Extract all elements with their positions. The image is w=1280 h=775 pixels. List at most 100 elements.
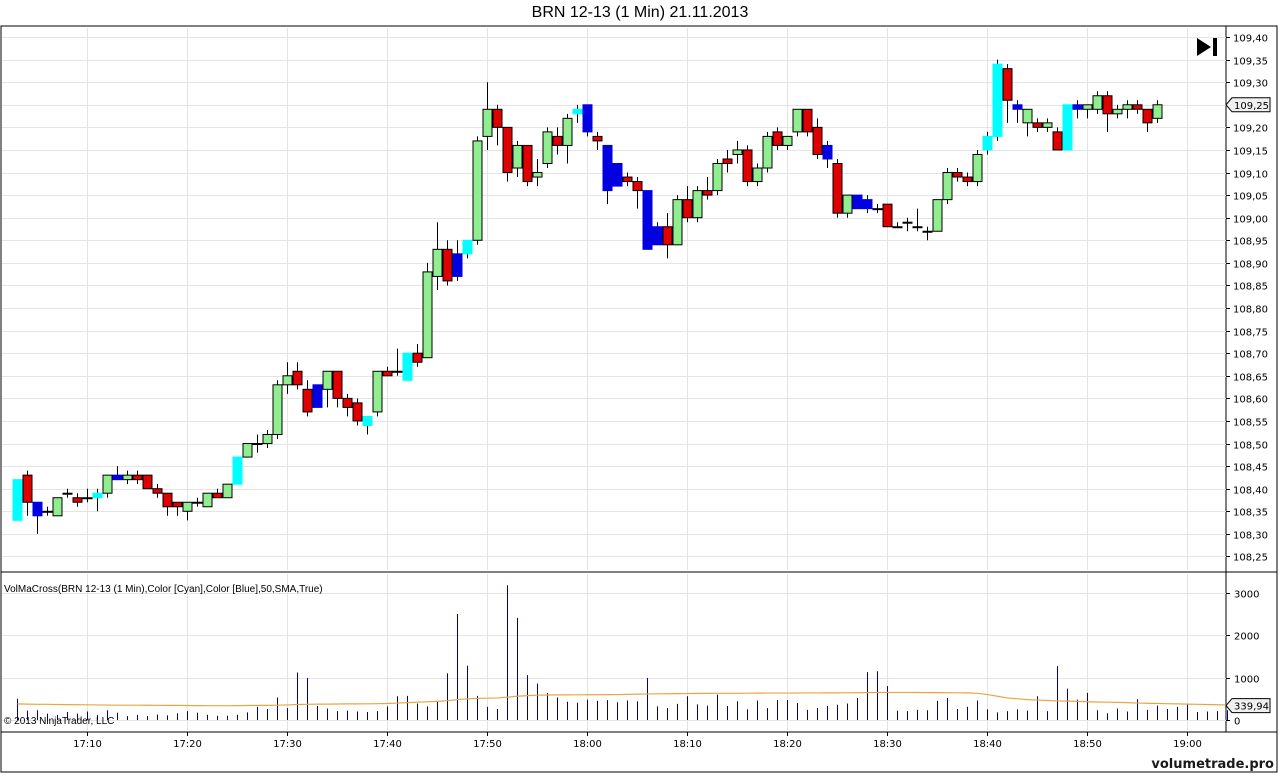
candle — [22, 470, 33, 516]
candle-body — [682, 199, 693, 219]
candle-body — [812, 126, 823, 155]
candle-body — [902, 221, 913, 224]
price-tick-label: 108,75 — [1233, 328, 1268, 339]
candle-body — [612, 163, 623, 187]
candle-body — [752, 167, 763, 183]
candle — [152, 484, 163, 498]
price-tick-label: 109,15 — [1233, 147, 1268, 158]
candle — [482, 82, 493, 150]
candle — [192, 497, 203, 507]
candle-body — [732, 149, 743, 155]
price-tick-label: 108,95 — [1233, 237, 1268, 248]
candle — [752, 163, 763, 187]
price-panel[interactable] — [12, 59, 1163, 534]
candle — [1032, 118, 1043, 132]
candle-body — [632, 181, 643, 192]
candle — [1002, 64, 1013, 123]
candle — [1062, 104, 1073, 151]
skip-to-end-icon[interactable] — [1194, 36, 1220, 58]
candle — [42, 506, 53, 516]
candle-body — [712, 163, 723, 192]
candle — [132, 470, 143, 485]
candle — [452, 240, 463, 281]
grid-lines — [2, 28, 1226, 730]
candle-body — [912, 226, 923, 229]
price-tick-label: 109,35 — [1233, 57, 1268, 68]
candle-body — [382, 370, 393, 377]
candle-body — [1102, 95, 1113, 115]
candle-body — [82, 497, 93, 500]
candle-body — [1082, 104, 1093, 110]
candle — [242, 443, 253, 458]
candle-body — [242, 443, 253, 458]
candle-body — [202, 492, 213, 508]
candle — [442, 240, 453, 286]
candle-body — [862, 199, 873, 210]
candle — [512, 140, 523, 178]
candle-body — [162, 492, 173, 508]
copyright-text: © 2013 NinjaTrader, LLC — [4, 716, 115, 727]
candle-body — [842, 194, 853, 214]
candle — [1142, 108, 1153, 132]
candle — [582, 104, 593, 137]
candle-body — [852, 194, 863, 210]
candle-body — [722, 158, 733, 165]
candle — [782, 135, 793, 150]
candle-body — [522, 144, 533, 183]
watermark-text: volumetrade.pro — [1151, 757, 1274, 772]
candle-body — [352, 402, 363, 422]
candle-body — [442, 248, 453, 282]
candle-body — [772, 131, 783, 146]
volume-panel[interactable] — [17, 585, 1258, 720]
candle-body — [322, 370, 333, 390]
candle — [562, 113, 573, 164]
candle-body — [1142, 108, 1153, 124]
candle-body — [592, 135, 603, 142]
candle — [112, 466, 123, 481]
candle-body — [12, 479, 23, 521]
candle — [222, 483, 233, 499]
price-tick-label: 108,65 — [1233, 373, 1268, 384]
candle-body — [32, 501, 43, 517]
candle — [272, 380, 283, 440]
price-tick-label: 108,50 — [1233, 441, 1268, 452]
candle-body — [142, 474, 153, 490]
candle-body — [692, 190, 703, 219]
candle — [82, 488, 93, 503]
candle-body — [42, 510, 53, 513]
candle — [602, 144, 613, 205]
candle — [62, 488, 73, 498]
price-tick-label: 108,80 — [1233, 305, 1268, 316]
candle — [1052, 127, 1063, 151]
candle — [932, 199, 943, 232]
candle-body — [1132, 104, 1143, 110]
candle — [1092, 91, 1103, 114]
candle-body — [312, 384, 323, 408]
candle — [32, 501, 43, 534]
candle-body — [1062, 104, 1073, 151]
candle — [122, 470, 133, 485]
candle — [612, 163, 623, 187]
candle — [542, 127, 553, 169]
candle — [662, 213, 673, 259]
candle — [842, 194, 853, 218]
candle — [692, 186, 703, 223]
candle — [302, 380, 313, 417]
candle-body — [972, 153, 983, 183]
candle-body — [332, 370, 343, 399]
price-tick-label: 109,05 — [1233, 192, 1268, 203]
candle-body — [822, 144, 833, 160]
candle — [992, 59, 1003, 141]
volume-tick-label: 0 — [1234, 717, 1240, 728]
candle — [622, 172, 633, 187]
candle — [682, 186, 693, 223]
candle-body — [1092, 95, 1103, 110]
time-tick-label: 17:40 — [373, 739, 402, 750]
candle-body — [362, 415, 373, 426]
price-tick-label: 109,00 — [1233, 215, 1268, 226]
candle-body — [472, 140, 483, 241]
time-tick-label: 18:50 — [1073, 739, 1102, 750]
price-tick-label: 108,70 — [1233, 350, 1268, 361]
candle-body — [1072, 104, 1083, 110]
